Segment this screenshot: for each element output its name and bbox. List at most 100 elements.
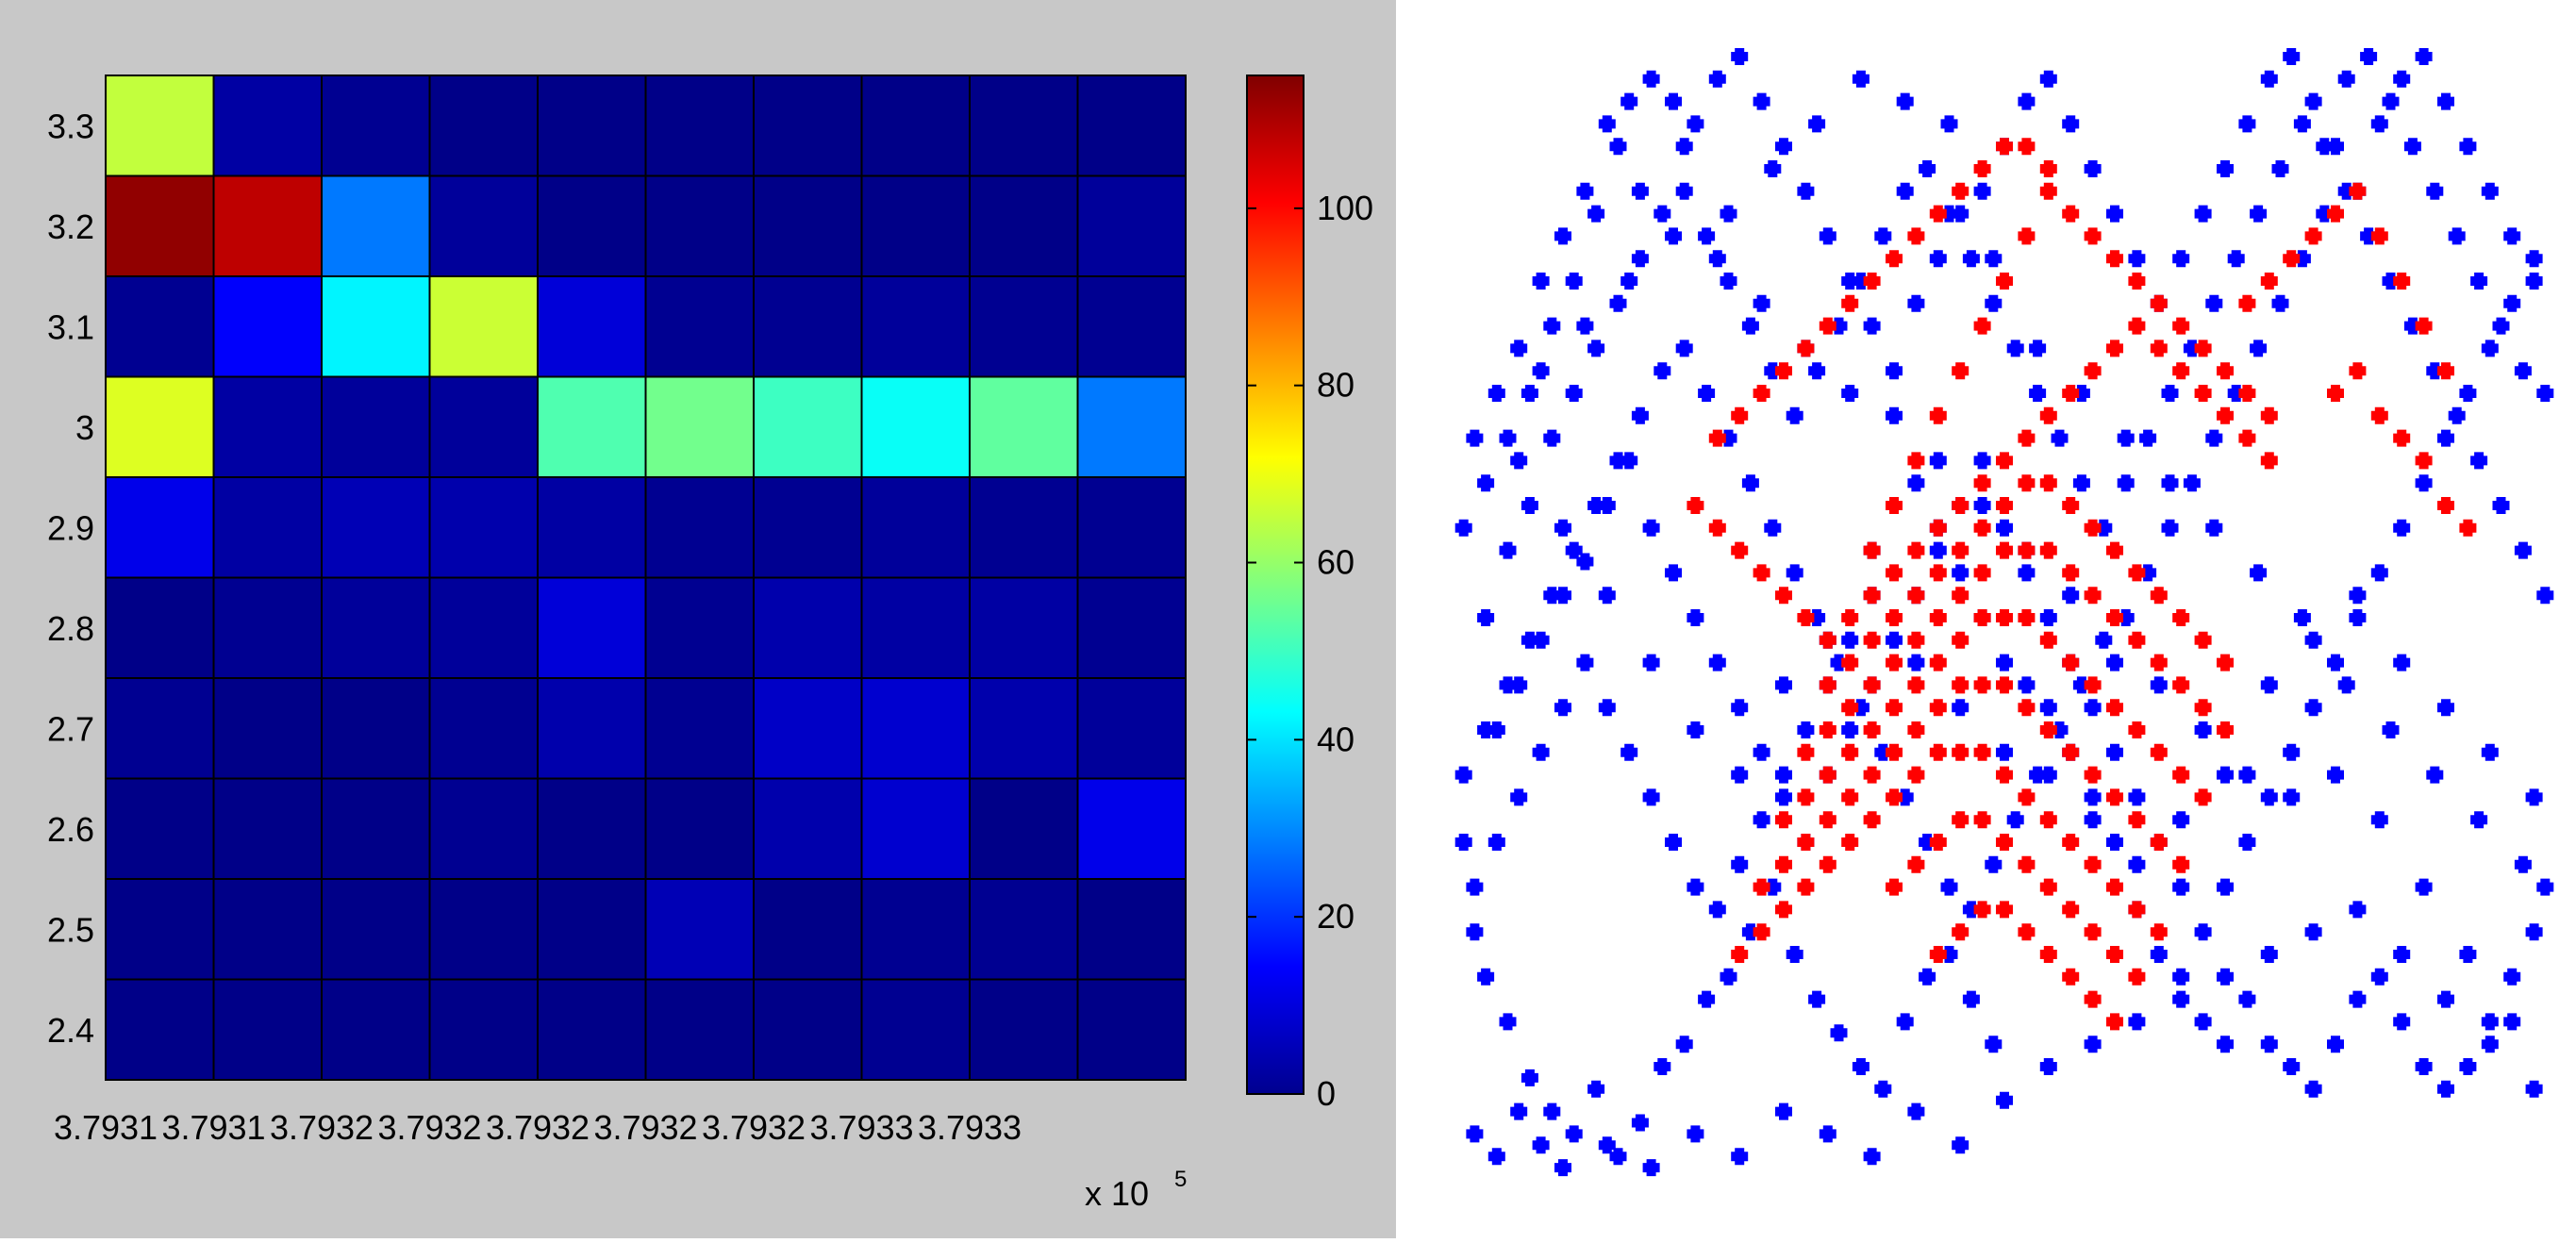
scatter-point: [1973, 564, 1991, 582]
scatter-point: [1841, 273, 1859, 290]
heatmap-cell: [644, 476, 755, 579]
x-tick-labels: 3.7931 3.7931 3.7932 3.7932 3.7932 3.7932 3.79…: [54, 1108, 1022, 1147]
heatmap-cell: [321, 375, 431, 478]
scatter-point: [1609, 138, 1627, 156]
scatter-point: [1510, 452, 1528, 470]
heatmap-cell: [428, 375, 539, 478]
scatter-point: [1996, 1091, 2013, 1109]
scatter-point: [1841, 743, 1859, 761]
scatter-point: [2072, 474, 2090, 492]
scatter-point: [1687, 721, 1704, 738]
heatmap-cell: [105, 174, 215, 277]
scatter-point: [1753, 878, 1770, 896]
scatter-point: [1532, 1136, 1550, 1154]
scatter-point: [1521, 631, 1538, 649]
heatmap-cell: [537, 375, 647, 478]
scatter-point: [2084, 811, 2102, 829]
scatter-point: [1863, 811, 1881, 829]
scatter-point: [2293, 115, 2311, 133]
scatter-point: [2161, 385, 2179, 402]
heatmap-cell: [537, 978, 647, 1081]
scatter-point: [1665, 564, 1682, 582]
scatter-point: [2382, 721, 2400, 738]
scatter-point: [1886, 878, 1903, 896]
scatter-point: [2459, 946, 2477, 963]
scatter-point: [2304, 923, 2322, 941]
scatter-point: [2437, 92, 2454, 110]
scatter-point: [1973, 160, 1991, 177]
scatter-point: [2327, 205, 2344, 223]
scatter-point: [1598, 1136, 1616, 1154]
scatter-point: [1797, 721, 1815, 738]
heatmap-cell: [969, 777, 1079, 880]
scatter-point: [1631, 1114, 1649, 1132]
heatmap-cell: [105, 978, 215, 1081]
scatter-point: [1532, 273, 1550, 290]
heatmap-cell: [537, 576, 647, 679]
scatter-point: [1886, 609, 1903, 626]
scatter-point: [2271, 294, 2289, 312]
heatmap-cell: [1076, 75, 1187, 177]
scatter-point: [1532, 743, 1550, 761]
scatter-point: [1985, 250, 2003, 268]
scatter-point: [1576, 182, 1594, 200]
heatmap-cell: [428, 878, 539, 981]
scatter-point: [1499, 1013, 1517, 1031]
scatter-point: [2039, 631, 2057, 649]
scatter-point: [2525, 273, 2543, 290]
scatter-point: [1543, 1102, 1561, 1120]
scatter-point: [1952, 923, 1969, 941]
scatter-point: [2095, 631, 2113, 649]
scatter-point: [1753, 811, 1770, 829]
scatter-point: [2128, 788, 2146, 806]
scatter-point: [2039, 160, 2057, 177]
heatmap-cell: [969, 275, 1079, 378]
scatter-point: [2283, 48, 2301, 65]
y-tick-labels: 3.3 3.2 3.1 3 2.9 2.8 2.7 2.6 2.5 2.4: [47, 107, 94, 1050]
heatmap-cell: [321, 677, 431, 780]
scatter-point: [2349, 182, 2367, 200]
scatter-point: [1477, 609, 1495, 626]
heatmap-cell: [212, 677, 323, 780]
scatter-point: [1819, 721, 1836, 738]
scatter-point: [2018, 923, 2036, 941]
scatter-point: [2304, 631, 2322, 649]
scatter-point: [1996, 452, 2013, 470]
scatter-point: [2382, 92, 2400, 110]
scatter-point: [2128, 1013, 2146, 1031]
scatter-point: [1609, 1148, 1627, 1166]
scatter-point: [1466, 1125, 1484, 1143]
heatmap-cell: [321, 476, 431, 579]
scatter-point: [2106, 1013, 2123, 1031]
scatter-point: [2029, 385, 2047, 402]
scatter-point: [1907, 766, 1925, 784]
scatter-point: [1565, 1125, 1583, 1143]
scatter-point: [1775, 676, 1792, 694]
heatmap-cell: [537, 75, 647, 177]
scatter-point: [1731, 1148, 1749, 1166]
scatter-point: [1675, 340, 1693, 357]
scatter-point: [2062, 564, 2080, 582]
scatter-point: [1554, 1159, 1571, 1177]
scatter-point: [1775, 766, 1792, 784]
scatter-point: [2106, 878, 2123, 896]
scatter-point: [1477, 474, 1495, 492]
heatmap-cell: [212, 878, 323, 981]
scatter-point: [2018, 92, 2036, 110]
scatter-point: [1708, 250, 1726, 268]
scatter-point: [1642, 519, 1660, 537]
scatter-point: [1731, 541, 1749, 559]
scatter-point: [1952, 497, 1969, 514]
heatmap-chart: 3.33.23.132.92.82.72.62.52.4 3.7931 3.793…: [0, 0, 1396, 1238]
scatter-point: [1554, 227, 1571, 245]
scatter-point: [2106, 699, 2123, 717]
heatmap-cell: [321, 75, 431, 177]
scatter-point: [2437, 362, 2454, 380]
scatter-point: [1797, 878, 1815, 896]
scatter-point: [1687, 1125, 1704, 1143]
scatter-point: [2161, 474, 2179, 492]
heatmap-cell: [428, 75, 539, 177]
scatter-point: [2536, 587, 2554, 605]
scatter-point: [2117, 429, 2135, 447]
scatter-point: [1775, 855, 1792, 873]
